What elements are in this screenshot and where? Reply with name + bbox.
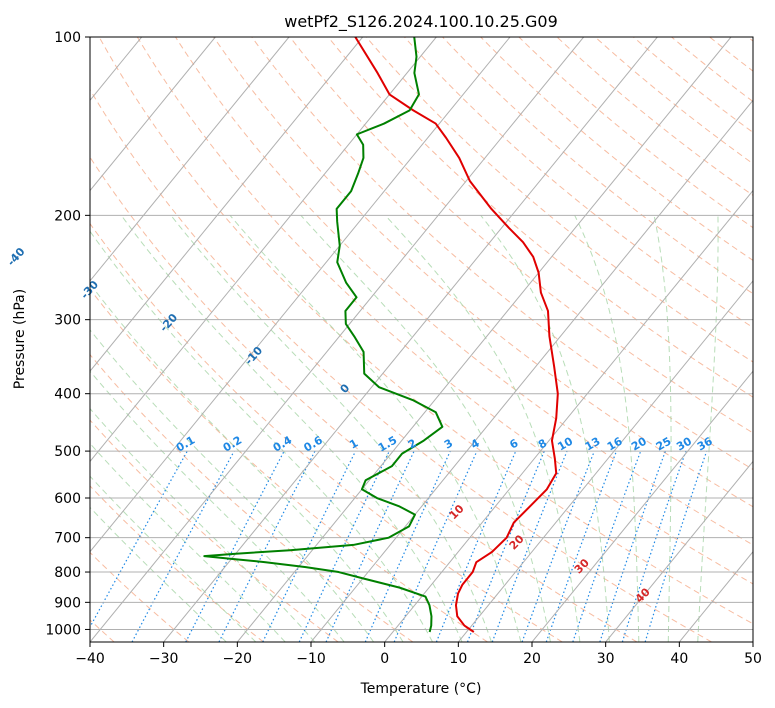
y-tick-label: 600 [54, 491, 81, 507]
moist-adiabat-line [170, 215, 492, 642]
moist-adiabat-line [574, 215, 640, 642]
moist-adiabat-line [300, 215, 551, 642]
y-tick-label: 800 [54, 565, 81, 581]
dry-adiabat-line [251, 37, 753, 471]
dry-adiabat-line [136, 37, 753, 585]
isotherm-line [457, 280, 753, 642]
isotherm-line [90, 37, 364, 372]
axes: −40 −30 −20 −10 0 10 20 30 40 50 1000 900 800 700 600 5… [45, 30, 762, 667]
mixing-ratio-line [466, 450, 545, 642]
mixing-ratio-line [131, 450, 235, 642]
mixing-ratio-line [599, 450, 666, 642]
dry-adiabat-line [327, 37, 753, 398]
isotherm-line [90, 37, 511, 553]
mixing-ratio-line [621, 450, 687, 642]
x-tick-label: 40 [670, 651, 688, 667]
y-tick-label: 900 [54, 595, 81, 611]
x-tick-label: −40 [75, 651, 105, 667]
dry-adiabat-line [175, 37, 753, 546]
isotherm-line [90, 37, 290, 282]
x-tick-label: −30 [149, 651, 179, 667]
isotherm-line [90, 37, 585, 642]
moist-adiabat-line [480, 215, 610, 642]
y-tick-label: 700 [54, 531, 81, 547]
x-tick-label: 30 [597, 651, 615, 667]
moist-adiabat-line [229, 215, 522, 642]
moist-adiabat-line [90, 283, 404, 642]
dry-adiabat-line [98, 37, 753, 625]
isotherm-line [90, 37, 437, 463]
isotherm-line [384, 189, 753, 642]
dry-adiabat-line [365, 37, 753, 363]
x-tick-label: −20 [223, 651, 253, 667]
isotherm-line [605, 460, 753, 642]
x-tick-label: 10 [449, 651, 467, 667]
x-tick-label: 50 [744, 651, 762, 667]
mixing-ratio-line [491, 450, 568, 642]
moist-adiabat-line [384, 215, 581, 642]
isotherm-line [310, 99, 753, 642]
profile-lines [203, 37, 559, 633]
y-tick-label: 500 [54, 444, 81, 460]
dry-adiabat-line [90, 485, 264, 642]
x-axis-label: Temperature (°C) [360, 681, 482, 697]
temperature-line [354, 37, 559, 633]
moist-adiabat-line [90, 442, 286, 642]
mixing-ratio-line [521, 450, 595, 642]
dry-adiabat-line [594, 37, 753, 165]
dry-adiabat-line [518, 37, 753, 229]
moist-adiabat-line [653, 215, 672, 642]
dry-adiabat-line [213, 37, 753, 508]
dry-adiabat-line [90, 222, 563, 642]
mixing-ratio-line [572, 450, 642, 642]
dry-adiabat-line [90, 88, 712, 642]
x-tick-label: −10 [296, 651, 326, 667]
mixing-ratio-line [364, 450, 451, 642]
y-tick-label: 300 [54, 313, 81, 329]
dry-adiabat-line [90, 156, 638, 642]
x-tick-label: 0 [380, 651, 389, 667]
moist-adiabat-line [697, 215, 719, 642]
x-tick-label: 20 [523, 651, 541, 667]
y-tick-label: 1000 [45, 622, 81, 638]
dry-adiabat-line [556, 37, 753, 197]
chart-title: wetPf2_S126.2024.100.10.25.G09 [284, 12, 558, 32]
mixing-ratio-line [545, 450, 618, 642]
isotherm-line [531, 370, 753, 642]
moist-adiabat-line [90, 475, 257, 642]
y-tick-label: 200 [54, 208, 81, 224]
dry-adiabat-line [90, 419, 339, 642]
moist-adiabat-line [90, 329, 375, 642]
isotherm-line [236, 37, 732, 642]
y-axis-label: Pressure (hPa) [12, 289, 28, 389]
mixing-ratio-line [218, 450, 316, 642]
moist-adiabat-line [90, 230, 433, 642]
plot-frame [89, 36, 754, 643]
mixing-ratio-line [90, 450, 188, 629]
moist-adiabat-line [90, 506, 227, 642]
dewpoint-line [203, 37, 444, 633]
mixing-ratio-line [644, 450, 708, 642]
y-tick-label: 100 [54, 30, 81, 46]
background-reference-lines [90, 37, 753, 642]
mixing-ratio-line [435, 450, 517, 642]
dry-adiabat-line [480, 37, 753, 261]
moist-adiabat-line [90, 370, 345, 642]
y-tick-label: 400 [54, 387, 81, 403]
dry-adiabat-line [90, 288, 488, 642]
moist-adiabat-line [120, 215, 463, 642]
isotherm-line [163, 37, 658, 642]
isotherm-line [90, 37, 216, 192]
